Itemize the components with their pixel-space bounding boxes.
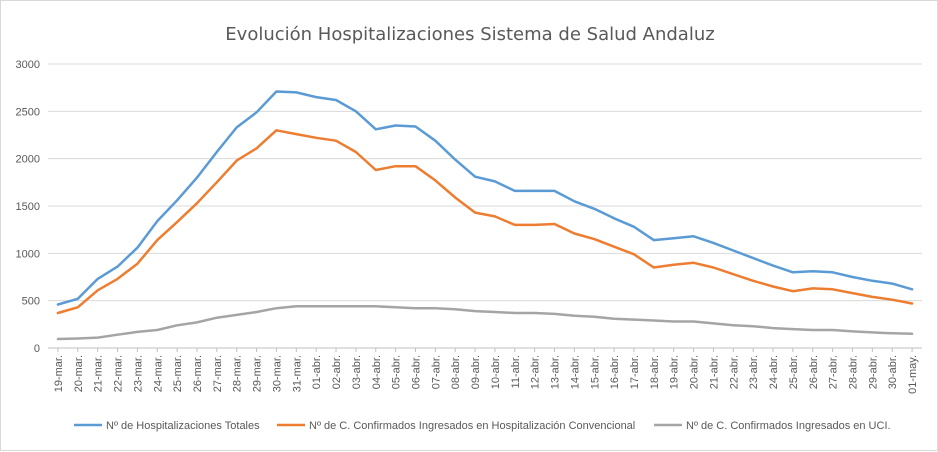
- x-tick-label: 14-abr.: [569, 355, 581, 389]
- x-tick-label: 04-abr.: [371, 355, 383, 389]
- x-tick-label: 07-abr.: [430, 355, 442, 389]
- x-tick-label: 25-abr.: [788, 355, 800, 389]
- x-tick-label: 09-abr.: [470, 355, 482, 389]
- x-tick-label: 23-abr.: [748, 355, 760, 389]
- x-tick-label: 01-may.: [907, 355, 919, 394]
- x-tick-label: 27-abr.: [828, 355, 840, 389]
- x-tick-label: 25-mar.: [172, 355, 184, 392]
- x-tick-label: 22-abr.: [728, 355, 740, 389]
- x-tick-label: 28-abr.: [847, 355, 859, 389]
- legend-label-2: Nº de C. Confirmados Ingresados en Hospi…: [309, 420, 635, 432]
- x-tick-label: 23-mar.: [132, 355, 144, 392]
- legend-label-1: Nº de Hospitalizaciones Totales: [106, 420, 260, 432]
- x-tick-label: 21-mar.: [93, 355, 105, 392]
- x-tick-label: 12-abr.: [530, 355, 542, 389]
- y-tick-label: 0: [34, 343, 40, 355]
- x-tick-label: 15-abr.: [589, 355, 601, 389]
- x-tick-label: 10-abr.: [490, 355, 502, 389]
- y-tick-label: 1000: [16, 248, 40, 260]
- x-tick-label: 30-mar.: [271, 355, 283, 392]
- x-tick-label: 20-abr.: [689, 355, 701, 389]
- x-tick-label: 06-abr.: [410, 355, 422, 389]
- y-tick-label: 500: [22, 296, 40, 308]
- x-tick-label: 03-abr.: [351, 355, 363, 389]
- series-line-1: [56, 90, 914, 306]
- x-tick-label: 30-abr.: [887, 355, 899, 389]
- x-tick-label: 17-abr.: [629, 355, 641, 389]
- x-tick-label: 21-abr.: [708, 355, 720, 389]
- x-tick-label: 20-mar.: [73, 355, 85, 392]
- x-tick-label: 19-mar.: [53, 355, 65, 392]
- x-tick-label: 31-mar.: [291, 355, 303, 392]
- x-tick-label: 27-mar.: [212, 355, 224, 392]
- x-tick-label: 05-abr.: [391, 355, 403, 389]
- y-tick-label: 2000: [16, 154, 40, 166]
- x-tick-label: 02-abr.: [331, 355, 343, 389]
- x-tick-label: 08-abr.: [450, 355, 462, 389]
- y-tick-label: 1500: [16, 201, 40, 213]
- gridlines: [48, 63, 922, 302]
- x-tick-label: 24-abr.: [768, 355, 780, 389]
- y-tick-label: 2500: [16, 106, 40, 118]
- x-tick-label: 29-abr.: [867, 355, 879, 389]
- legend-label-3: Nº de C. Confirmados Ingresados en UCI.: [686, 420, 891, 432]
- x-tick-label: 16-abr.: [609, 355, 621, 389]
- chart-title: Evolución Hospitalizaciones Sistema de S…: [225, 24, 714, 45]
- x-tick-label: 01-abr.: [311, 355, 323, 389]
- x-axis: 19-mar. 20-mar. 21-mar. 22-mar. 23-mar. 24-ma…: [48, 347, 922, 394]
- x-tick-label: 22-mar.: [113, 355, 125, 392]
- x-tick-label: 26-mar.: [192, 355, 204, 392]
- x-tick-label: 13-abr.: [550, 355, 562, 389]
- x-tick-label: 18-abr.: [649, 355, 661, 389]
- x-tick-label: 26-abr.: [808, 355, 820, 389]
- x-tick-label: 19-abr.: [669, 355, 681, 389]
- series-line-3: [56, 305, 914, 341]
- y-tick-label: 3000: [16, 59, 40, 71]
- series-lines: [56, 90, 914, 341]
- y-axis-ticks: 0 500 1000 1500 2000 2500 3000: [16, 59, 40, 355]
- legend: Nº de Hospitalizaciones Totales Nº de C. …: [74, 420, 891, 432]
- series-line-2: [56, 129, 914, 315]
- x-tick-label: 11-abr.: [510, 355, 522, 388]
- x-tick-label: 24-mar.: [152, 355, 164, 392]
- x-tick-label: 29-mar.: [252, 355, 264, 392]
- x-tick-label: 28-mar.: [232, 355, 244, 392]
